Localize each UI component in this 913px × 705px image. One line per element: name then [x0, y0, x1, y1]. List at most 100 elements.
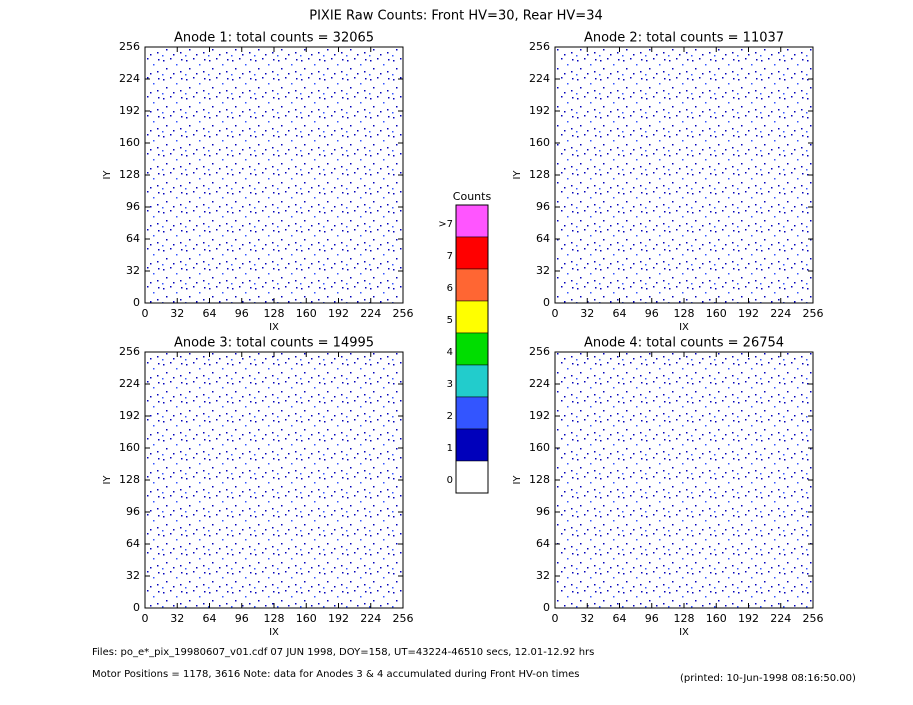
- x-tick-label: 160: [296, 307, 317, 320]
- y-axis-label: IY: [512, 170, 523, 180]
- colorbar-swatch: [455, 204, 489, 238]
- x-tick-label: 96: [235, 612, 249, 625]
- x-tick-label: 0: [552, 612, 559, 625]
- colorbar-swatch: [455, 364, 489, 398]
- colorbar-label: 0: [447, 475, 453, 486]
- y-tick-label: 192: [529, 104, 550, 117]
- colorbar-label: 4: [447, 347, 453, 358]
- colorbar-label: 1: [447, 443, 453, 454]
- x-tick-label: 32: [580, 612, 594, 625]
- page-title: PIXIE Raw Counts: Front HV=30, Rear HV=3…: [309, 9, 603, 24]
- y-tick-label: 224: [529, 72, 550, 85]
- y-axis-label: IY: [512, 475, 523, 485]
- colorbar-title: Counts: [453, 190, 492, 203]
- x-tick-label: 256: [393, 612, 414, 625]
- y-tick-label: 96: [126, 200, 140, 213]
- x-tick-label: 224: [360, 612, 381, 625]
- y-tick-label: 32: [536, 569, 550, 582]
- panel-title: Anode 1: total counts = 32065: [174, 31, 374, 46]
- y-tick-label: 96: [126, 505, 140, 518]
- x-tick-label: 64: [613, 612, 627, 625]
- x-tick-label: 192: [328, 307, 349, 320]
- footer-motor: Motor Positions = 1178, 3616 Note: data …: [92, 669, 579, 680]
- y-tick-label: 224: [119, 377, 140, 390]
- footer-files: Files: po_e*_pix_19980607_v01.cdf 07 JUN…: [92, 647, 594, 658]
- y-tick-label: 224: [529, 377, 550, 390]
- x-axis-label: IX: [679, 322, 689, 333]
- panel-title: Anode 4: total counts = 26754: [584, 336, 784, 351]
- y-tick-label: 192: [529, 409, 550, 422]
- y-tick-label: 128: [119, 473, 140, 486]
- colorbar-label: 5: [447, 315, 453, 326]
- colorbar-swatch: [455, 268, 489, 302]
- colorbar-swatch: [455, 460, 489, 494]
- x-tick-label: 160: [296, 612, 317, 625]
- x-axis-label: IX: [269, 322, 279, 333]
- x-tick-label: 64: [203, 307, 217, 320]
- x-tick-label: 64: [613, 307, 627, 320]
- colorbar-label: 2: [447, 411, 453, 422]
- x-tick-label: 192: [328, 612, 349, 625]
- colorbar-label: 3: [447, 379, 453, 390]
- x-tick-label: 160: [706, 612, 727, 625]
- x-tick-label: 0: [142, 612, 149, 625]
- colorbar-swatch: [455, 236, 489, 270]
- y-tick-label: 32: [536, 264, 550, 277]
- y-tick-label: 32: [126, 569, 140, 582]
- x-tick-label: 256: [393, 307, 414, 320]
- x-tick-label: 96: [645, 612, 659, 625]
- x-tick-label: 32: [170, 307, 184, 320]
- y-tick-label: 128: [119, 168, 140, 181]
- y-tick-label: 64: [126, 232, 140, 245]
- y-tick-label: 160: [119, 441, 140, 454]
- y-tick-label: 64: [536, 232, 550, 245]
- y-tick-label: 128: [529, 168, 550, 181]
- x-tick-label: 32: [170, 612, 184, 625]
- y-tick-label: 256: [529, 40, 550, 53]
- x-tick-label: 128: [264, 612, 285, 625]
- colorbar-frame: [455, 204, 489, 494]
- x-tick-label: 224: [770, 612, 791, 625]
- y-tick-label: 0: [543, 601, 550, 614]
- y-tick-label: 192: [119, 409, 140, 422]
- x-tick-label: 224: [770, 307, 791, 320]
- y-tick-label: 128: [529, 473, 550, 486]
- y-tick-label: 256: [529, 345, 550, 358]
- x-tick-label: 128: [674, 307, 695, 320]
- y-tick-label: 192: [119, 104, 140, 117]
- x-axis-label: IX: [679, 627, 689, 638]
- x-tick-label: 160: [706, 307, 727, 320]
- y-tick-label: 64: [536, 537, 550, 550]
- x-tick-label: 96: [645, 307, 659, 320]
- plot-texture: [145, 47, 403, 303]
- x-tick-label: 192: [738, 612, 759, 625]
- plot-texture: [555, 352, 813, 608]
- colorbar-label: 6: [447, 283, 453, 294]
- colorbar-swatch: [455, 300, 489, 334]
- plot-texture: [145, 352, 403, 608]
- panel-title: Anode 3: total counts = 14995: [174, 336, 374, 351]
- colorbar-swatch: [455, 332, 489, 366]
- y-tick-label: 160: [529, 136, 550, 149]
- x-tick-label: 32: [580, 307, 594, 320]
- x-axis-label: IX: [269, 627, 279, 638]
- x-tick-label: 96: [235, 307, 249, 320]
- x-tick-label: 0: [142, 307, 149, 320]
- y-tick-label: 256: [119, 40, 140, 53]
- colorbar-swatch: [455, 396, 489, 430]
- y-tick-label: 64: [126, 537, 140, 550]
- y-tick-label: 224: [119, 72, 140, 85]
- y-tick-label: 0: [133, 601, 140, 614]
- y-tick-label: 160: [119, 136, 140, 149]
- x-tick-label: 128: [264, 307, 285, 320]
- x-tick-label: 64: [203, 612, 217, 625]
- y-tick-label: 96: [536, 505, 550, 518]
- x-tick-label: 224: [360, 307, 381, 320]
- y-axis-label: IY: [102, 475, 113, 485]
- y-tick-label: 160: [529, 441, 550, 454]
- x-tick-label: 256: [803, 307, 824, 320]
- y-tick-label: 0: [543, 296, 550, 309]
- x-tick-label: 0: [552, 307, 559, 320]
- x-tick-label: 256: [803, 612, 824, 625]
